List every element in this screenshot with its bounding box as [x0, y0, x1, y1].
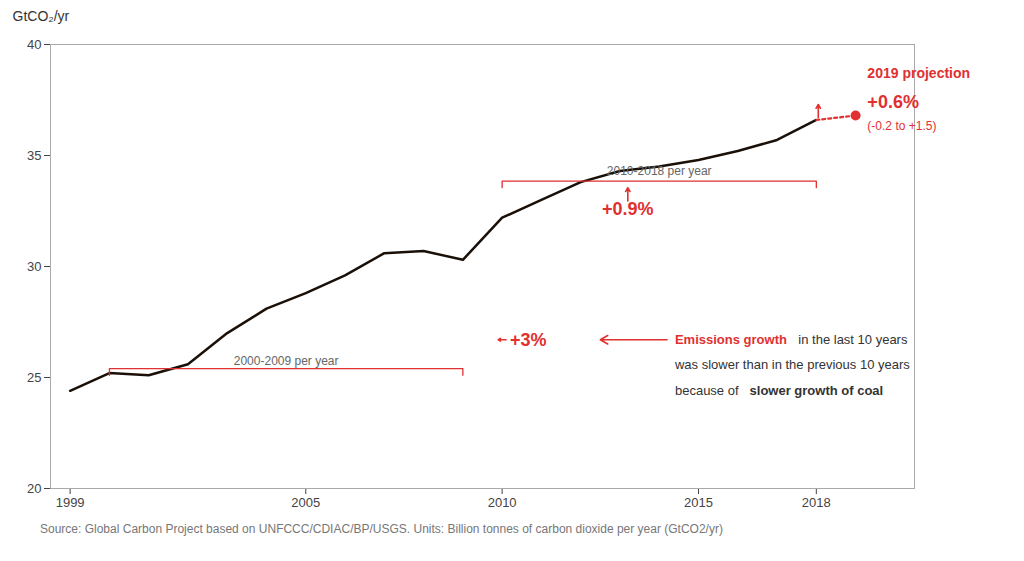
html-text:Source: Global Carbon Project: Source: Global Carbon Project based on U…	[40, 522, 723, 536]
svg-text:30: 30	[27, 259, 41, 274]
svg-text:2018: 2018	[802, 495, 831, 510]
svg-text:25: 25	[27, 370, 41, 385]
svg-text:1999: 1999	[56, 495, 85, 510]
svg-text:+0.6%: +0.6%	[867, 92, 919, 112]
svg-text:2010: 2010	[488, 495, 517, 510]
svg-text:because of: because of	[675, 383, 742, 398]
svg-text:40: 40	[27, 37, 41, 52]
svg-text:20: 20	[27, 481, 41, 496]
svg-text:2015: 2015	[684, 495, 713, 510]
svg-text:in the last 10 years: in the last 10 years	[795, 332, 908, 347]
svg-text:+3%: +3%	[510, 330, 547, 350]
svg-text:2005: 2005	[291, 495, 320, 510]
svg-text:slower growth of coal: slower growth of coal	[750, 383, 884, 398]
svg-text:2010-2018 per year: 2010-2018 per year	[607, 164, 712, 178]
svg-text:2019 projection: 2019 projection	[867, 65, 970, 81]
svg-text:2000-2009 per year: 2000-2009 per year	[234, 354, 339, 368]
svg-text:Emissions growth: Emissions growth	[675, 332, 787, 347]
svg-text:GtCO₂/yr: GtCO₂/yr	[13, 8, 70, 24]
svg-text:was slower than in the previou: was slower than in the previous 10 years	[674, 357, 910, 372]
svg-text:(-0.2 to +1.5): (-0.2 to +1.5)	[867, 119, 936, 133]
svg-text:+0.9%: +0.9%	[602, 198, 654, 219]
svg-text:35: 35	[27, 148, 41, 163]
